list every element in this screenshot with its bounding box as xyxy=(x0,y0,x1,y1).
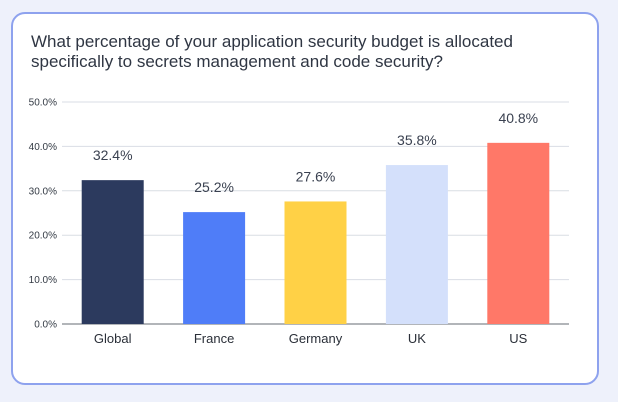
bar-uk xyxy=(385,165,448,324)
y-tick-label: 20.0% xyxy=(29,231,57,242)
bar-chart: 0.0% 10.0% 20.0% 30.0% 40.0% 50.0% 32.4% Global… xyxy=(29,98,569,346)
bar-global xyxy=(81,180,144,324)
bar-france xyxy=(183,212,246,324)
bar-us xyxy=(487,142,550,324)
x-tick-label: US xyxy=(509,331,527,346)
y-tick-label: 30.0% xyxy=(29,186,57,197)
data-label: 40.8% xyxy=(498,110,538,126)
x-tick-label: France xyxy=(194,331,234,346)
x-tick-label: UK xyxy=(408,331,426,346)
x-tick-label: Germany xyxy=(289,331,343,346)
data-label: 25.2% xyxy=(194,179,234,195)
data-label: 32.4% xyxy=(93,147,133,163)
y-tick-label: 10.0% xyxy=(29,275,57,286)
y-tick-label: 40.0% xyxy=(29,142,57,153)
data-label: 27.6% xyxy=(296,168,336,184)
x-tick-label: Global xyxy=(94,331,132,346)
chart-card: What percentage of your application secu… xyxy=(11,12,599,385)
y-tick-label: 0.0% xyxy=(34,320,57,331)
y-tick-label: 50.0% xyxy=(29,98,57,109)
chart-title: What percentage of your application secu… xyxy=(31,32,513,71)
data-label: 35.8% xyxy=(397,132,437,148)
bar-germany xyxy=(284,201,347,324)
